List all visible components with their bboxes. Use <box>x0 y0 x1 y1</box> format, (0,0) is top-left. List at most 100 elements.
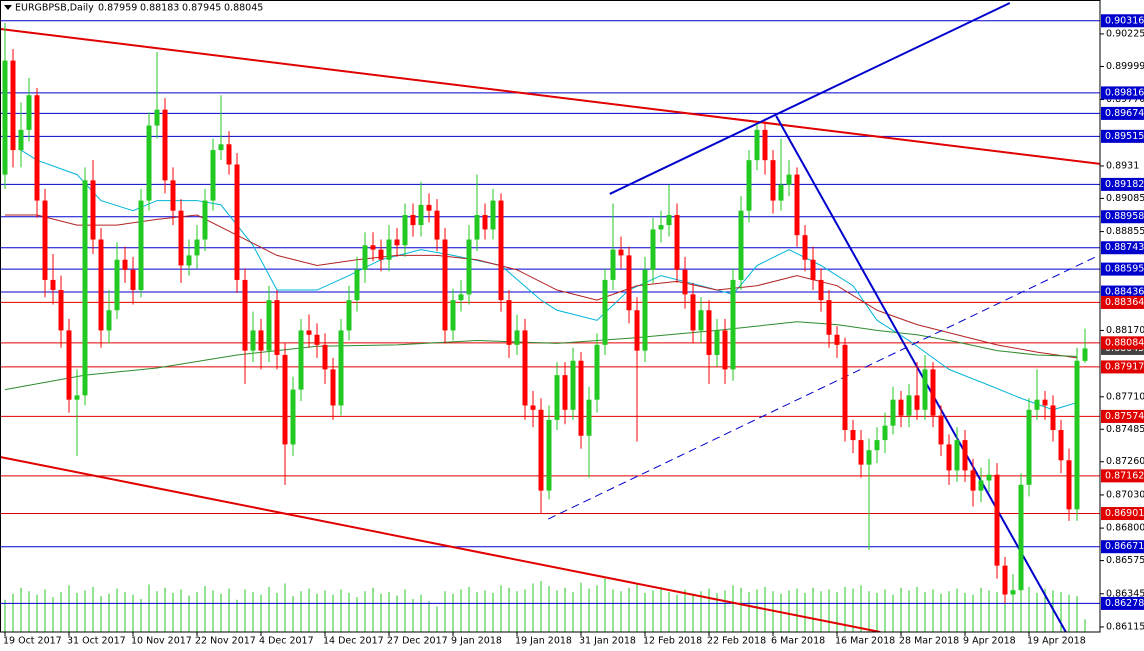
candle-body <box>162 109 168 181</box>
candle-body <box>378 249 384 260</box>
x-tick-label: 28 Mar 2018 <box>899 636 959 647</box>
candle-body <box>978 480 984 491</box>
candle-body <box>802 235 808 260</box>
candle-body <box>258 330 264 351</box>
candle-body <box>10 60 16 151</box>
candle-body <box>1002 565 1008 595</box>
y-tick-label: 0.89085 <box>1106 193 1144 204</box>
plot-area <box>0 2 1100 632</box>
candle-body <box>330 369 336 406</box>
level-label: 0.86671 <box>1105 541 1144 552</box>
candle-body <box>282 354 288 445</box>
candle-body <box>954 440 960 471</box>
candle-body <box>202 200 208 240</box>
candle-body <box>290 389 296 445</box>
candle-body <box>850 429 856 441</box>
candle-body <box>618 249 624 256</box>
candle-body <box>402 214 408 246</box>
candle-body <box>346 300 352 331</box>
level-label-box <box>1101 262 1144 276</box>
candle-body <box>986 474 992 481</box>
y-tick-label: 0.88855 <box>1106 226 1144 237</box>
candle-body <box>634 310 640 351</box>
candle-body <box>410 214 416 226</box>
candle-body <box>114 259 120 311</box>
candle-body <box>226 144 232 165</box>
candle-body <box>946 444 952 471</box>
candle-body <box>562 375 568 410</box>
candle-body <box>458 294 464 301</box>
candle-body <box>778 184 784 201</box>
candle-body <box>498 200 504 301</box>
candle-body <box>746 160 752 211</box>
candle-body <box>66 330 72 400</box>
candle-body <box>594 344 600 400</box>
candle-body <box>738 210 744 280</box>
candle-body <box>938 415 944 445</box>
candle-body <box>322 344 328 370</box>
y-tick-label: 0.87485 <box>1106 424 1144 435</box>
x-tick-label: 14 Dec 2017 <box>323 636 384 647</box>
moving-average <box>5 214 1078 359</box>
candle-body <box>538 409 544 491</box>
candle-body <box>826 300 832 335</box>
y-tick-label: 0.8931 <box>1106 160 1139 171</box>
menu-arrow[interactable] <box>4 5 12 10</box>
level-label-box <box>1101 86 1144 100</box>
candle-body <box>522 330 528 406</box>
level-label: 0.86901 <box>1105 508 1144 519</box>
candle-body <box>610 249 616 280</box>
level-label-box <box>1101 241 1144 255</box>
candle-body <box>770 160 776 201</box>
candle-body <box>386 239 392 260</box>
candle-body <box>858 440 864 465</box>
candle-body <box>314 334 320 345</box>
candle-body <box>754 129 760 161</box>
candle-body <box>354 269 360 301</box>
y-tick-label: 0.87030 <box>1106 489 1144 500</box>
candle-body <box>122 259 128 270</box>
level-label: 0.88084 <box>1105 337 1144 348</box>
candle-body <box>506 300 512 345</box>
level-label-box <box>1101 14 1144 28</box>
level-label-box <box>1101 129 1144 143</box>
candle-body <box>922 369 928 410</box>
candle-body <box>466 239 472 295</box>
level-label: 0.88595 <box>1105 264 1144 275</box>
level-label: 0.87917 <box>1105 361 1144 372</box>
candle-body <box>642 269 648 351</box>
quote-high: 0.88183 <box>140 3 179 14</box>
candle-body <box>794 174 800 236</box>
candle-body <box>146 125 152 201</box>
candle-body <box>274 300 280 355</box>
y-tick-label: 0.86575 <box>1106 555 1144 566</box>
candle-body <box>698 310 704 331</box>
candle-body <box>682 269 688 295</box>
level-label-box <box>1101 177 1144 191</box>
candle-body <box>890 399 896 426</box>
candle-body <box>834 334 840 345</box>
candle-body <box>1082 348 1088 361</box>
x-tick-label: 31 Oct 2017 <box>67 636 126 647</box>
candle-body <box>298 330 304 390</box>
candle-body <box>18 129 24 151</box>
candle-body <box>586 399 592 436</box>
candle-body <box>442 239 448 331</box>
candle-body <box>810 259 816 280</box>
candle-body <box>394 239 400 246</box>
x-tick-label: 19 Jan 2018 <box>515 636 572 647</box>
level-label: 0.89674 <box>1105 108 1144 119</box>
candle-body <box>930 369 936 416</box>
y-tick-label: 0.87710 <box>1106 391 1144 402</box>
candle-body <box>218 144 224 151</box>
level-label-box <box>1101 360 1144 374</box>
level-label-box <box>1101 469 1144 483</box>
candle-body <box>1042 399 1048 406</box>
level-label: 0.90316 <box>1105 15 1144 26</box>
x-tick-label: 9 Jan 2018 <box>451 636 502 647</box>
candle-body <box>1074 360 1080 510</box>
moving-average <box>20 149 1078 411</box>
candle-body <box>178 210 184 266</box>
candle-body <box>42 200 48 280</box>
